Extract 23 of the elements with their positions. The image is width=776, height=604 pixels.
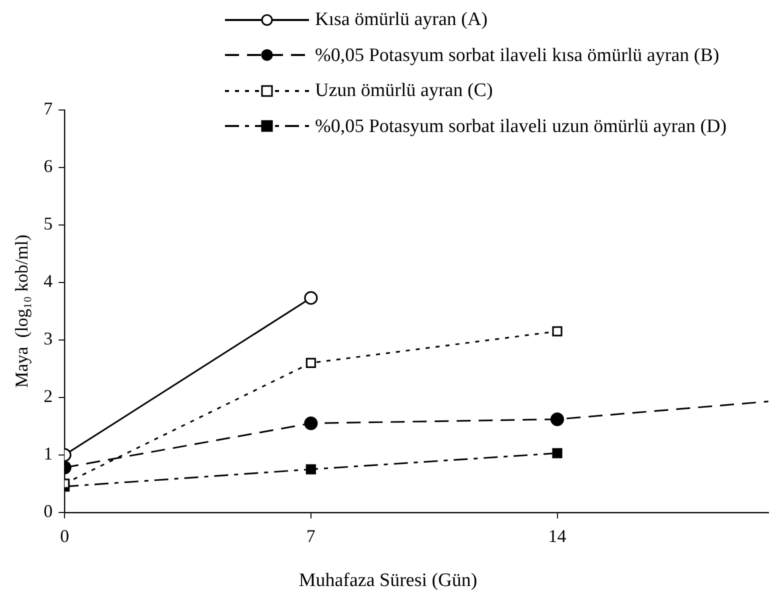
x-tick-label: 7 (306, 526, 316, 546)
point (306, 464, 316, 474)
y-tick-label: 3 (44, 328, 53, 349)
point (552, 448, 562, 458)
point (304, 416, 318, 430)
legend-label: %0,05 Potasyum sorbat ilaveli kısa ömürlü ayran (B) (315, 44, 720, 68)
y-tick-label: 1 (44, 444, 53, 464)
y-tick-label: 0 (44, 501, 53, 522)
point (550, 412, 564, 426)
y-tick-label: 2 (44, 386, 53, 406)
legend-label: Uzun ömürlü ayran (C) (315, 79, 493, 103)
y-tick-label: 4 (44, 271, 53, 292)
x-tick-label: 14 (548, 526, 566, 546)
x-tick-label: 0 (60, 526, 70, 546)
point (306, 358, 316, 368)
legend-label: %0,05 Potasyum sorbat ilaveli uzun ömürlü ayran (D) (315, 114, 727, 138)
x-axis-title: Muhafaza Süresi (Gün) (298, 570, 478, 592)
point (552, 326, 562, 336)
y-axis-title: Maya (log₁₀ kob/ml) (12, 234, 32, 388)
legend-label: Kısa ömürlü ayran (A) (315, 8, 488, 32)
y-tick-label: 5 (44, 214, 53, 234)
y-tick-label: 6 (44, 156, 53, 176)
y-tick-label: 7 (44, 98, 53, 119)
